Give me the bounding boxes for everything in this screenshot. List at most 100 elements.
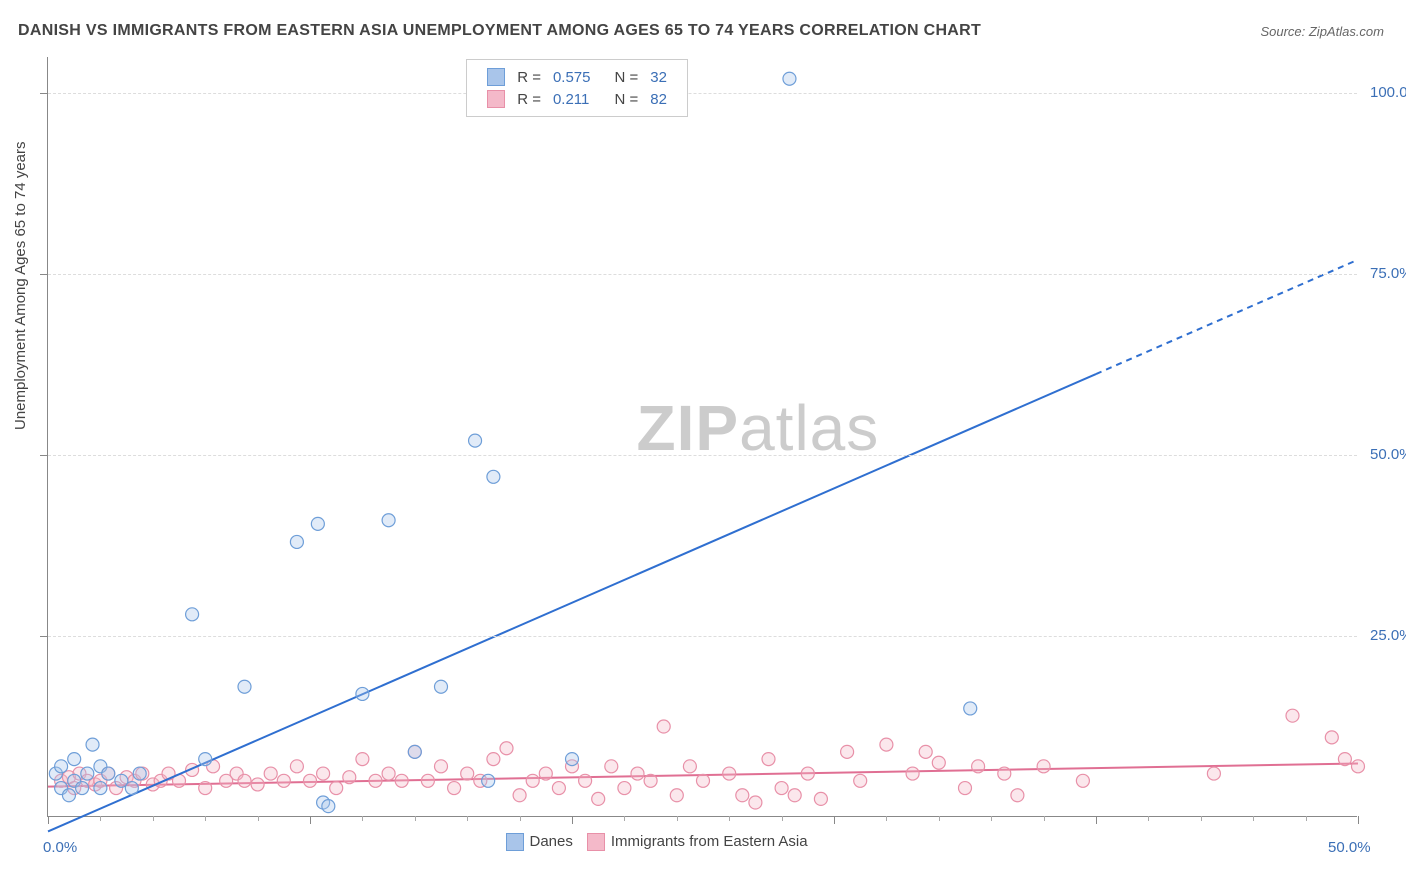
legend-swatch-immigrants — [587, 833, 605, 851]
data-point-immigrants — [513, 789, 526, 802]
data-point-danes — [566, 753, 579, 766]
data-point-immigrants — [500, 742, 513, 755]
x-tick-major — [310, 816, 311, 824]
data-point-danes — [311, 517, 324, 530]
data-point-immigrants — [579, 774, 592, 787]
data-point-immigrants — [841, 745, 854, 758]
data-point-immigrants — [448, 782, 461, 795]
data-point-immigrants — [290, 760, 303, 773]
data-point-immigrants — [395, 774, 408, 787]
data-point-immigrants — [421, 774, 434, 787]
x-tick-minor — [991, 816, 992, 821]
data-point-immigrants — [814, 792, 827, 805]
legend-r-value-immigrants: 0.211 — [547, 88, 597, 110]
data-point-immigrants — [552, 782, 565, 795]
x-tick-minor — [362, 816, 363, 821]
data-point-danes — [133, 767, 146, 780]
data-point-danes — [322, 800, 335, 813]
y-tick — [40, 455, 48, 456]
data-point-danes — [238, 680, 251, 693]
data-point-immigrants — [618, 782, 631, 795]
x-tick-label: 50.0% — [1328, 839, 1371, 856]
data-point-immigrants — [880, 738, 893, 751]
data-point-immigrants — [1037, 760, 1050, 773]
data-point-danes — [290, 535, 303, 548]
legend-swatch-danes — [506, 833, 524, 851]
data-point-immigrants — [264, 767, 277, 780]
x-tick-minor — [1306, 816, 1307, 821]
legend-swatch-immigrants — [487, 90, 505, 108]
data-point-immigrants — [932, 756, 945, 769]
x-tick-minor — [100, 816, 101, 821]
data-point-danes — [356, 687, 369, 700]
y-tick-label: 100.0% — [1370, 84, 1406, 101]
x-tick-minor — [153, 816, 154, 821]
data-point-danes — [81, 767, 94, 780]
legend-r-label: R = — [511, 88, 547, 110]
y-tick-label: 50.0% — [1370, 446, 1406, 463]
data-point-danes — [62, 789, 75, 802]
data-point-danes — [783, 72, 796, 85]
x-tick-minor — [205, 816, 206, 821]
data-point-immigrants — [788, 789, 801, 802]
y-axis-title: Unemployment Among Ages 65 to 74 years — [12, 141, 29, 430]
legend-label-danes: Danes — [530, 833, 573, 850]
x-tick-major — [834, 816, 835, 824]
data-point-immigrants — [1011, 789, 1024, 802]
source-attribution: Source: ZipAtlas.com — [1260, 24, 1384, 39]
legend-n-label: N = — [609, 66, 645, 88]
data-point-immigrants — [539, 767, 552, 780]
data-point-immigrants — [736, 789, 749, 802]
data-point-immigrants — [435, 760, 448, 773]
data-point-immigrants — [644, 774, 657, 787]
x-tick-minor — [467, 816, 468, 821]
x-tick-label: 0.0% — [43, 839, 77, 856]
x-tick-minor — [886, 816, 887, 821]
x-tick-minor — [258, 816, 259, 821]
data-point-immigrants — [251, 778, 264, 791]
gridline-h — [48, 93, 1357, 94]
x-tick-minor — [939, 816, 940, 821]
data-point-danes — [125, 782, 138, 795]
data-point-immigrants — [592, 792, 605, 805]
x-tick-minor — [520, 816, 521, 821]
data-point-immigrants — [1207, 767, 1220, 780]
data-point-danes — [469, 434, 482, 447]
data-point-immigrants — [1286, 709, 1299, 722]
data-point-danes — [199, 753, 212, 766]
data-point-immigrants — [343, 771, 356, 784]
gridline-h — [48, 636, 1357, 637]
data-point-immigrants — [461, 767, 474, 780]
plot-area: 25.0%50.0%75.0%100.0%0.0%50.0% — [47, 57, 1357, 817]
data-point-immigrants — [631, 767, 644, 780]
data-point-immigrants — [238, 774, 251, 787]
data-point-immigrants — [199, 782, 212, 795]
x-tick-minor — [1044, 816, 1045, 821]
x-tick-major — [1358, 816, 1359, 824]
data-point-danes — [382, 514, 395, 527]
data-point-danes — [76, 782, 89, 795]
data-point-danes — [487, 470, 500, 483]
data-point-immigrants — [1325, 731, 1338, 744]
x-tick-minor — [1201, 816, 1202, 821]
data-point-immigrants — [697, 774, 710, 787]
legend-label-immigrants: Immigrants from Eastern Asia — [611, 833, 808, 850]
x-tick-major — [1096, 816, 1097, 824]
legend-r-value-danes: 0.575 — [547, 66, 597, 88]
data-point-immigrants — [919, 745, 932, 758]
data-point-immigrants — [1076, 774, 1089, 787]
data-point-immigrants — [382, 767, 395, 780]
x-tick-minor — [782, 816, 783, 821]
gridline-h — [48, 455, 1357, 456]
x-tick-major — [572, 816, 573, 824]
y-tick — [40, 274, 48, 275]
chart-title: DANISH VS IMMIGRANTS FROM EASTERN ASIA U… — [18, 22, 981, 40]
gridline-h — [48, 274, 1357, 275]
data-point-danes — [435, 680, 448, 693]
x-tick-minor — [677, 816, 678, 821]
y-tick — [40, 93, 48, 94]
source-name: ZipAtlas.com — [1309, 24, 1384, 39]
data-point-danes — [86, 738, 99, 751]
data-point-immigrants — [972, 760, 985, 773]
legend-item-danes: Danes — [506, 833, 573, 851]
